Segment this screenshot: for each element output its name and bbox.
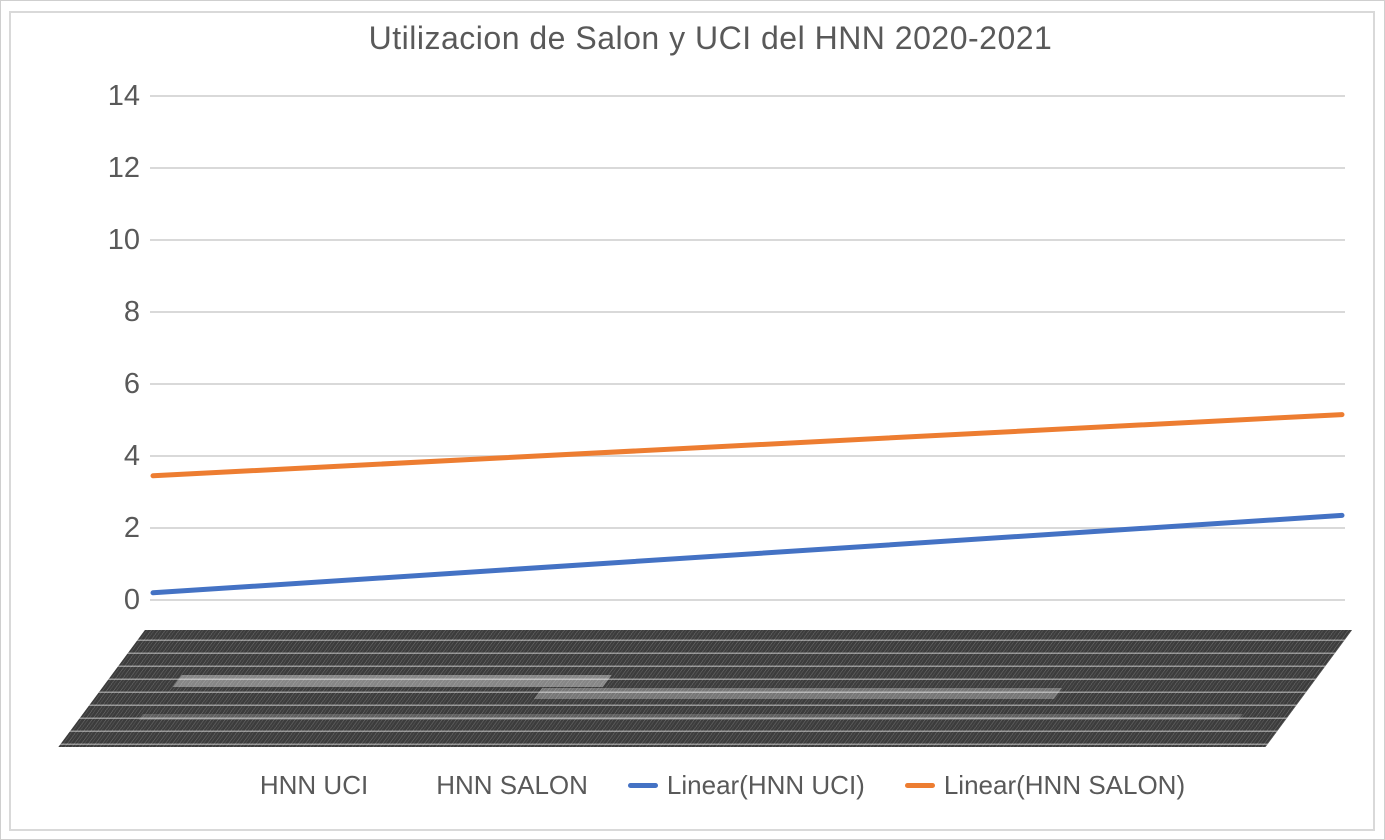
y-axis-tick-label: 0 — [123, 584, 140, 616]
y-axis-tick-label: 8 — [123, 296, 140, 328]
legend-item-linear-hnn-uci[interactable]: Linear(HNN UCI) — [627, 770, 865, 801]
gridline — [150, 239, 1345, 241]
band-light-streak — [533, 688, 1063, 699]
plot-area — [150, 412, 1345, 596]
y-axis-tick-label: 4 — [123, 440, 140, 472]
legend-item-hnn-uci[interactable]: HNN UCI — [260, 770, 368, 801]
y-axis-tick-label: 10 — [107, 224, 140, 256]
legend: HNN UCI HNN SALON Linear(HNN UCI) Linear… — [0, 770, 1385, 801]
gridline — [150, 383, 1345, 385]
trendline-hnn-salon — [150, 412, 1345, 479]
legend-line-swatch-orange — [904, 783, 935, 788]
chart-area-border — [9, 11, 1375, 831]
legend-item-hnn-salon[interactable]: HNN SALON — [436, 770, 588, 801]
trendline-hnn-uci — [150, 512, 1345, 596]
y-axis-tick-label: 14 — [107, 80, 140, 112]
band-light-streak — [138, 714, 1243, 720]
gridline — [150, 599, 1345, 601]
y-axis-tick-label: 6 — [123, 368, 140, 400]
y-axis-tick-label: 2 — [123, 512, 140, 544]
legend-label: Linear(HNN SALON) — [943, 770, 1186, 800]
gridline — [150, 311, 1345, 313]
legend-label: HNN UCI — [259, 770, 369, 800]
legend-label: HNN SALON — [436, 770, 588, 800]
legend-label: Linear(HNN UCI) — [666, 770, 865, 800]
chart-title: Utilizacion de Salon y UCI del HNN 2020-… — [368, 20, 1053, 56]
legend-item-linear-hnn-salon[interactable]: Linear(HNN SALON) — [904, 770, 1186, 801]
x-axis-labels-overlapping-band — [58, 630, 1352, 747]
y-axis-tick-label: 12 — [107, 152, 140, 184]
gridline — [150, 527, 1345, 529]
gridline — [150, 455, 1345, 457]
gridline — [150, 167, 1345, 169]
band-light-streak — [172, 675, 612, 687]
gridline — [150, 95, 1345, 97]
legend-line-swatch-blue — [627, 783, 658, 788]
